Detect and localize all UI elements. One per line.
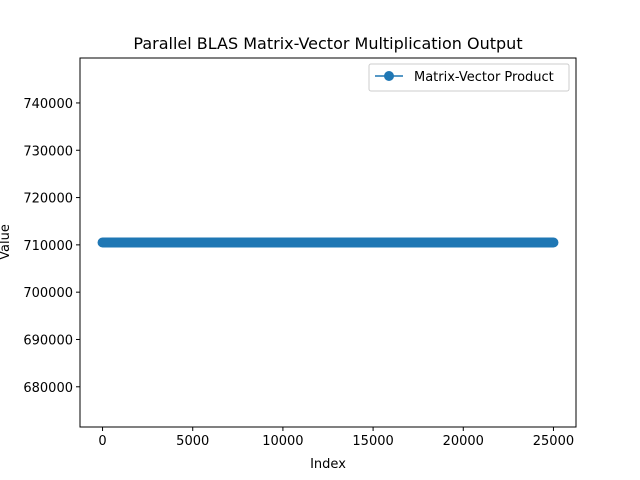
y-tick-label: 700000 xyxy=(23,286,73,301)
ticks-layer: 0 5000 10000 15000 20000 25000 680000 690000 700… xyxy=(23,97,574,449)
y-tick-label: 690000 xyxy=(23,333,73,348)
x-tick-label: 20000 xyxy=(443,434,484,449)
y-tick-label: 680000 xyxy=(23,381,73,396)
x-axis-label: Index xyxy=(310,457,346,472)
legend-box xyxy=(368,63,570,92)
x-tick-label: 0 xyxy=(98,434,106,449)
y-tick-label: 740000 xyxy=(23,97,73,112)
legend: Matrix-Vector Product xyxy=(368,63,570,92)
x-tick-label: 5000 xyxy=(176,434,209,449)
legend-marker-swatch xyxy=(384,71,394,81)
y-tick-label: 720000 xyxy=(23,192,73,207)
x-tick-label: 15000 xyxy=(352,434,393,449)
chart-title: Parallel BLAS Matrix-Vector Multiplicati… xyxy=(133,34,522,53)
x-tick-label: 10000 xyxy=(262,434,303,449)
y-tick-label: 730000 xyxy=(23,144,73,159)
y-axis-label: Value xyxy=(0,224,13,260)
x-tick-label: 25000 xyxy=(533,434,574,449)
plot-frame xyxy=(79,57,577,428)
y-tick-label: 710000 xyxy=(23,239,73,254)
legend-label: Matrix-Vector Product xyxy=(414,70,554,85)
